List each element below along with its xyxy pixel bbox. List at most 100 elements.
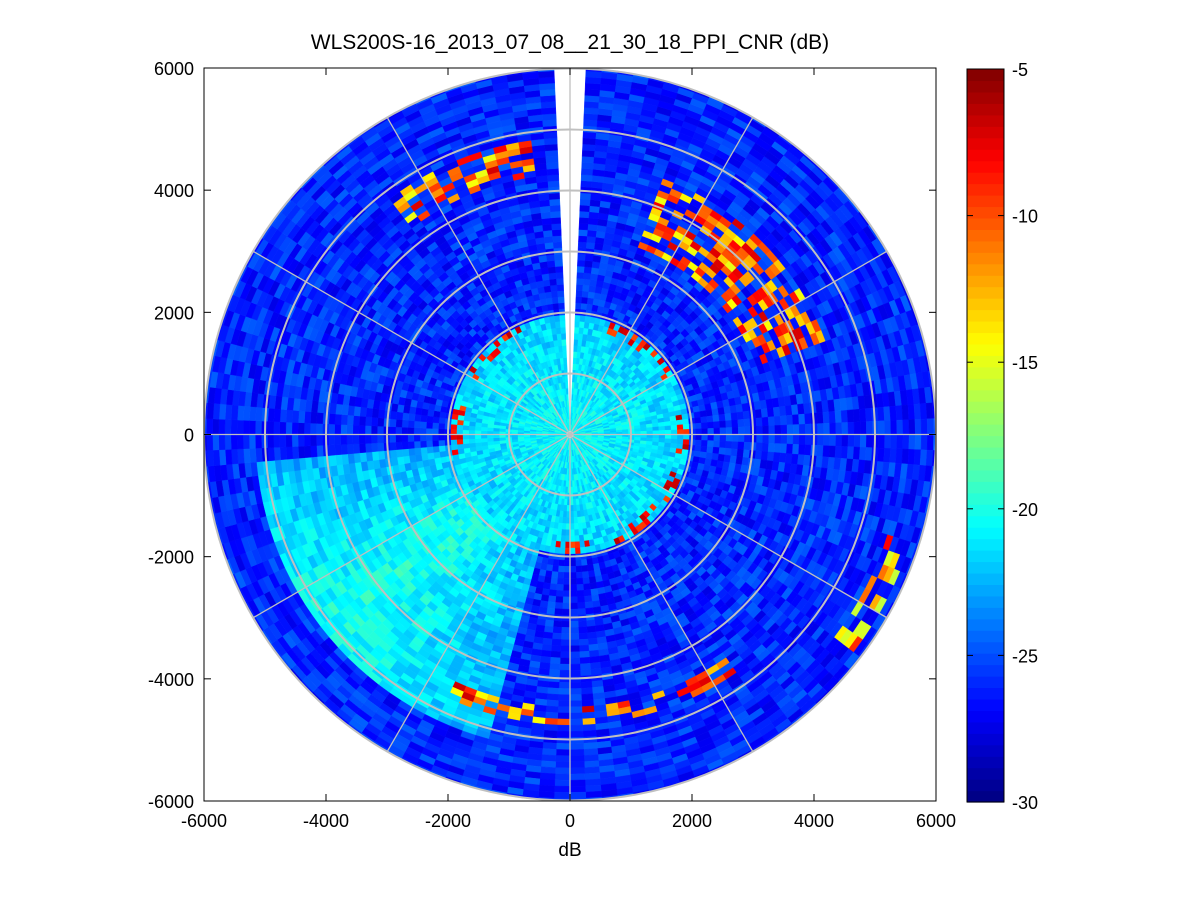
ppi-cell	[565, 529, 571, 537]
ppi-cell	[554, 602, 563, 610]
ppi-cell	[576, 284, 584, 292]
ppi-cell	[550, 217, 562, 225]
ppi-cell	[578, 534, 585, 542]
ppi-cell	[419, 427, 427, 435]
ppi-cell	[774, 425, 782, 435]
ppi-cell	[725, 441, 733, 449]
ppi-cell	[762, 434, 770, 444]
ppi-cell	[358, 434, 366, 444]
ppi-cell	[578, 632, 589, 640]
ppi-cell	[431, 428, 439, 435]
ppi-cell	[437, 428, 445, 435]
ppi-cell	[577, 259, 586, 267]
ppi-cell	[395, 419, 403, 428]
ppi-cell	[542, 229, 553, 238]
ppi-cell	[413, 420, 421, 429]
ppi-cell	[395, 411, 404, 421]
ppi-cell	[560, 633, 571, 640]
ppi-cell	[760, 451, 769, 461]
ppi-cell	[682, 418, 690, 425]
ppi-cell	[730, 448, 738, 457]
ppi-cell	[352, 443, 360, 454]
ppi-cell	[561, 339, 567, 346]
ppi-cell	[640, 427, 648, 432]
ppi-cell	[676, 419, 684, 426]
ppi-cell	[561, 620, 571, 628]
ppi-cell	[664, 429, 672, 435]
ppi-cell	[574, 541, 581, 549]
ppi-cell	[574, 326, 580, 334]
ppi-cell	[569, 596, 578, 604]
ppi-cell	[389, 441, 397, 451]
ppi-cell	[588, 217, 599, 226]
ppi-cell	[450, 439, 458, 446]
ppi-cell	[586, 625, 597, 634]
ppi-cell	[694, 445, 702, 452]
ppi-cell	[462, 443, 470, 449]
ppi-cell	[586, 241, 596, 250]
ppi-cell	[432, 445, 440, 453]
ppi-cell	[419, 421, 427, 429]
ppi-cell	[407, 434, 415, 442]
ppi-cell	[407, 427, 415, 435]
ppi-cell	[743, 441, 751, 451]
ppi-cell	[414, 453, 423, 462]
ppi-cell	[426, 415, 434, 423]
ppi-cell	[569, 620, 579, 628]
ppi-cell	[725, 434, 733, 442]
ppi-cell	[439, 450, 447, 458]
ppi-cell	[401, 441, 409, 450]
ppi-cell	[389, 426, 396, 435]
ppi-cell	[474, 425, 482, 431]
ppi-cell	[564, 375, 568, 383]
ppi-cell	[754, 409, 763, 419]
ppi-cell	[705, 409, 713, 417]
ppi-cell	[546, 260, 556, 268]
ppi-cell	[438, 422, 446, 430]
ppi-cell	[389, 410, 398, 420]
ppi-cell	[546, 303, 554, 311]
ppi-cell	[565, 535, 571, 543]
ppi-cell	[560, 645, 571, 653]
ppi-cell	[468, 434, 476, 440]
ppi-cell	[413, 440, 421, 449]
ppi-cell	[557, 296, 565, 304]
ppi-cell	[646, 427, 654, 432]
ppi-cell	[563, 566, 571, 573]
ppi-cell	[569, 584, 578, 592]
ppi-cell	[670, 429, 678, 435]
ppi-cell	[756, 434, 764, 444]
ppi-cell	[575, 290, 583, 298]
ppi-cell	[437, 434, 445, 441]
ppi-cell	[780, 434, 788, 445]
ppi-cell	[559, 320, 566, 328]
ppi-cell	[451, 449, 459, 456]
ppi-cell	[377, 450, 386, 460]
ppi-cell	[557, 290, 565, 298]
ppi-cell	[569, 535, 575, 543]
ppi-cell	[587, 570, 596, 578]
ppi-cell	[658, 425, 666, 431]
ppi-cell	[359, 452, 368, 463]
ppi-cell	[541, 643, 552, 652]
ppi-cell	[438, 417, 446, 424]
ppi-cell	[773, 443, 782, 454]
ppi-cell	[358, 425, 366, 435]
ppi-cell	[370, 434, 378, 444]
ppi-cell	[547, 266, 557, 274]
ppi-cell	[634, 428, 641, 432]
ppi-cell	[587, 223, 598, 232]
ppi-cell	[562, 590, 571, 598]
ppi-cell	[586, 558, 594, 566]
ppi-cell	[352, 434, 360, 445]
ppi-cell	[550, 571, 559, 579]
ppi-cell	[557, 571, 565, 579]
ppi-cell	[486, 437, 494, 442]
ppi-cell	[559, 314, 566, 322]
ppi-cell	[556, 333, 562, 341]
ppi-cell	[569, 529, 575, 537]
ppi-cell	[701, 428, 709, 435]
ppi-cell	[551, 296, 559, 304]
ppi-cell	[551, 638, 562, 646]
ppi-cell	[559, 541, 566, 549]
